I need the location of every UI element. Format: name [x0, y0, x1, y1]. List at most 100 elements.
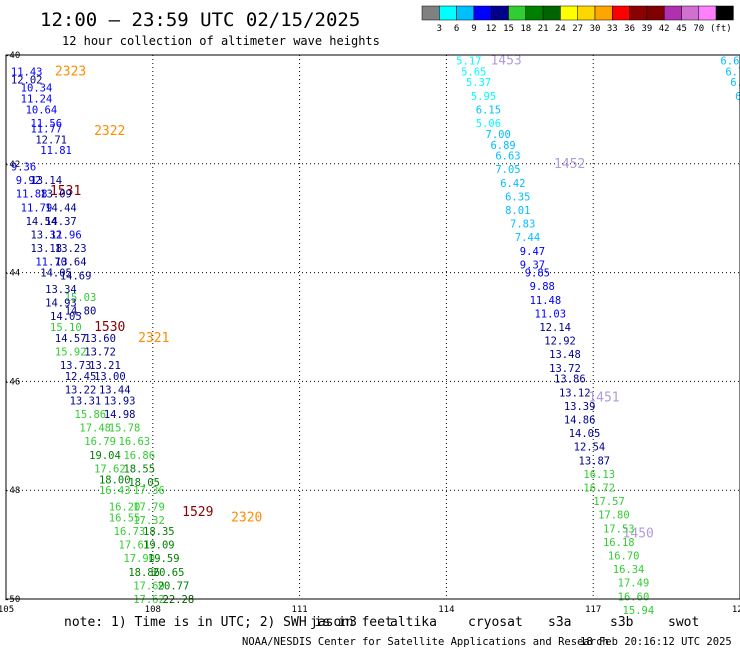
x-tick-label: 108 [145, 605, 161, 615]
wave-height-label: 15.78 [109, 423, 141, 435]
satellite-legend: jason3 altika cryosat s3a s3b swot [310, 615, 699, 630]
plot-frame [5, 54, 740, 600]
colorbar: 3 6 9 12 15 18 21 24 27 30 33 36 39 42 45 70 [421, 5, 734, 34]
wave-height-label: 13.87 [579, 455, 611, 467]
satellite-legend-s3b: s3b [610, 615, 634, 630]
wave-height-label: 19.09 [143, 540, 175, 552]
wave-height-label: 6.42 [500, 178, 525, 190]
wave-height-label: 11.96 [50, 230, 82, 242]
wave-height-label: 12.92 [544, 336, 576, 348]
axis-ticks: 105 108 111 114 117 120 -40 -42 -44 -46 -48 -50 [0, 51, 740, 615]
wave-height-label: 7.44 [515, 232, 540, 244]
y-tick-label: -40 [4, 51, 20, 61]
wave-height-label: 19.04 [89, 450, 121, 462]
wave-height-label: 17.61 [119, 540, 151, 552]
wave-height-label: 14.57 [55, 333, 87, 345]
pass-labels: 2323 2322 1531 1530 2321 1529 2320 1453 1452 1451… [50, 53, 654, 541]
wave-height-label: 13.00 [94, 371, 126, 383]
wave-height-label: 17.36 [133, 485, 165, 497]
wave-height-label: 17.90 [123, 553, 155, 565]
wave-height-label: 7.83 [510, 219, 535, 231]
wave-height-label: 13.44 [99, 385, 131, 397]
pass-label: 1531 [50, 184, 81, 199]
wave-height-label: 11.81 [40, 145, 72, 157]
wave-height-label: 10.64 [26, 104, 58, 116]
wave-height-label: 17.62 [94, 463, 126, 475]
wave-height-label: 17.32 [133, 515, 165, 527]
wave-height-label: 13.32 [30, 230, 62, 242]
wave-height-label: 17.80 [598, 510, 630, 522]
colorbar-label: 9 [471, 24, 476, 34]
wave-height-label: 7.00 [486, 129, 511, 141]
wave-height-label: 15.86 [75, 409, 107, 421]
wave-height-label: 14.80 [65, 306, 97, 318]
satellite-legend-swot: swot [668, 615, 699, 630]
wave-height-label: 5.65 [461, 66, 486, 78]
y-tick-label: -48 [4, 486, 20, 496]
colorbar-label: 18 [520, 24, 531, 34]
wave-height-label: 13.86 [554, 374, 586, 386]
wave-height-label: 9.36 [11, 162, 36, 174]
y-tick-label: -44 [4, 269, 20, 279]
colorbar-label: 33 [607, 24, 618, 34]
wave-height-label: 16.34 [613, 564, 645, 576]
pass-label: 2320 [231, 510, 262, 525]
wave-height-label: 12.02 [11, 74, 43, 86]
wave-height-label: 8.01 [505, 205, 530, 217]
wave-height-label: 14.05 [569, 428, 601, 440]
wave-height-label: 20.77 [158, 580, 190, 592]
chart-subtitle: 12 hour collection of altimeter wave hei… [62, 34, 380, 48]
wave-height-label: 17.49 [618, 578, 650, 590]
wave-height-label: 18.55 [123, 463, 155, 475]
wave-height-label: 5.37 [466, 77, 491, 89]
wave-height-label: 18.00 [99, 474, 131, 486]
wave-height-label: 18.05 [128, 477, 160, 489]
y-tick-label: -46 [4, 377, 20, 387]
y-tick-label: -50 [4, 595, 20, 605]
x-tick-label: 117 [585, 605, 601, 615]
pass-label: 1453 [490, 53, 521, 68]
y-tick-label: -42 [4, 160, 20, 170]
wave-height-label: 16.43 [99, 485, 131, 497]
wave-height-label: 9.92 [16, 175, 41, 187]
pass-label: 2323 [55, 64, 86, 79]
wave-height-label: 14.44 [45, 202, 77, 214]
colorbar-label: 45 [676, 24, 687, 34]
wave-height-label: 6.89 [490, 140, 515, 152]
wave-height-label: 13.18 [30, 243, 62, 255]
wave-height-label: 6.68 [735, 91, 740, 103]
wave-height-label: 17.62 [133, 594, 165, 606]
wave-height-label: 16.13 [583, 469, 615, 481]
colorbar-units: (ft) [710, 24, 732, 34]
satellite-legend-altika: altika [390, 615, 437, 630]
x-tick-label: 120 [732, 605, 740, 615]
wave-height-label: 6.61 [720, 55, 740, 67]
wave-height-label: 13.60 [84, 333, 116, 345]
wave-height-label: 13.72 [549, 363, 581, 375]
wave-height-label: 9.47 [520, 246, 545, 258]
wave-height-label: 18.35 [143, 526, 175, 538]
wave-height-label: 16.72 [583, 482, 615, 494]
wave-height-label: 19.59 [148, 553, 180, 565]
wave-height-label: 13.73 [60, 360, 92, 372]
wave-height-label: 20.65 [153, 567, 185, 579]
wave-height-label: 22.28 [163, 594, 195, 606]
x-tick-label: 114 [438, 605, 454, 615]
wave-height-label: 13.12 [559, 387, 591, 399]
colorbar-swatch [560, 5, 578, 21]
colorbar-label: 21 [538, 24, 549, 34]
wave-height-label: 18.86 [128, 567, 160, 579]
wave-height-label: 11.03 [534, 308, 566, 320]
colorbar-swatch [456, 5, 475, 21]
colorbar-label: 36 [624, 24, 635, 34]
wave-height-label: 17.69 [133, 580, 165, 592]
wave-height-label: 11.56 [30, 118, 62, 130]
wave-height-label: 12.71 [35, 134, 67, 146]
wave-height-label: 13.09 [40, 189, 72, 201]
wave-height-label: 16.73 [114, 526, 146, 538]
wave-height-label: 9.37 [520, 259, 545, 271]
wave-height-label: 13.23 [55, 243, 87, 255]
wave-height-label: 6.71 [725, 66, 740, 78]
wave-height-label: 13.14 [30, 175, 62, 187]
